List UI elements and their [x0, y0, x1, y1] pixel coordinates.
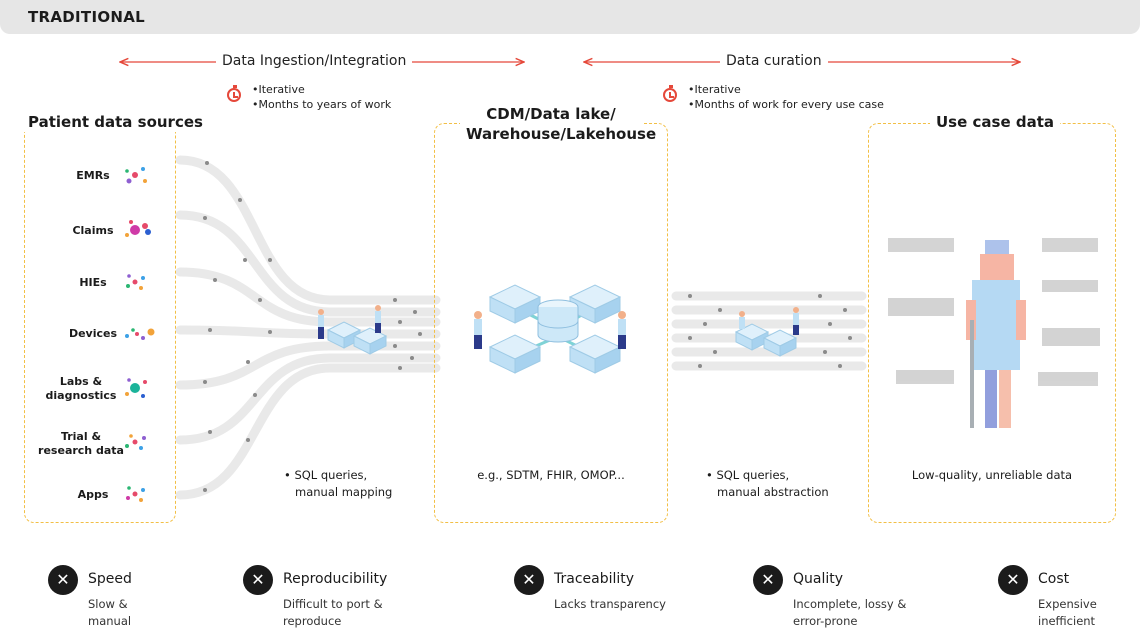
source-devices: Devices	[68, 327, 118, 340]
metric-desc: Difficult to port & reproduce	[283, 596, 383, 630]
desc-line: Incomplete, lossy &	[793, 597, 907, 611]
page-title: TRADITIONAL	[28, 8, 146, 26]
flow-dots	[203, 161, 422, 492]
caption-line: • SQL queries,	[706, 468, 790, 482]
metric-desc: Lacks transparency	[554, 596, 666, 613]
cdm-box	[434, 123, 668, 523]
caption-line: manual abstraction	[717, 485, 829, 499]
metric-title: Speed	[88, 571, 132, 587]
x-circle-icon: ✕	[243, 565, 273, 595]
x-circle-icon: ✕	[753, 565, 783, 595]
metric-desc: Expensive inefficient	[1038, 596, 1097, 630]
cdm-title: CDM/Data lake/ Warehouse/Lakehouse	[460, 104, 656, 144]
curation-workers	[734, 307, 799, 357]
source-labs: Labs & diagnostics	[45, 375, 117, 402]
desc-line: error-prone	[793, 614, 858, 628]
source-flow-lines	[175, 155, 441, 500]
x-circle-icon: ✕	[514, 565, 544, 595]
caption-line: manual mapping	[295, 485, 393, 499]
x-circle-icon: ✕	[998, 565, 1028, 595]
curation-caption: • SQL queries, manual abstraction	[706, 467, 829, 501]
source-claims: Claims	[72, 224, 114, 237]
desc-line: Expensive	[1038, 597, 1097, 611]
note-line: •Months to years of work	[252, 98, 392, 111]
x-circle-icon: ✕	[48, 565, 78, 595]
metric-desc: Slow & manual	[88, 596, 131, 630]
curation-flow-lines	[671, 291, 867, 371]
desc-line: inefficient	[1038, 614, 1096, 628]
note-line: •Iterative	[688, 83, 741, 96]
curation-notes: •Iterative •Months of work for every use…	[688, 82, 884, 112]
sources-title: Patient data sources	[22, 112, 209, 132]
timer-icon	[227, 85, 241, 102]
metric-desc: Incomplete, lossy & error-prone	[793, 596, 906, 630]
source-trials: Trial & research data	[38, 430, 124, 457]
caption-line: • SQL queries,	[284, 468, 368, 482]
desc-line: Difficult to port &	[283, 597, 383, 611]
cdm-caption: e.g., SDTM, FHIR, OMOP...	[477, 468, 625, 482]
phase-label-ingestion: Data Ingestion/Integration	[216, 53, 413, 69]
phase-label-curation: Data curation	[720, 53, 828, 69]
sources-box	[24, 123, 176, 523]
metric-title: Quality	[793, 571, 844, 587]
desc-line: Lacks transparency	[554, 597, 666, 611]
metric-title: Cost	[1038, 571, 1070, 587]
desc-line: Slow &	[88, 597, 128, 611]
note-line: •Months of work for every use case	[688, 98, 884, 111]
source-apps: Apps	[77, 488, 109, 501]
database-icon	[474, 284, 626, 374]
metric-title: Traceability	[554, 571, 635, 587]
curation-dots	[688, 294, 852, 368]
source-thumbnails	[125, 167, 155, 502]
ingestion-workers	[318, 305, 388, 355]
header-bar	[0, 0, 1140, 34]
desc-line: manual	[88, 614, 132, 628]
patient-figure	[966, 240, 1026, 428]
source-hies: HIEs	[79, 276, 107, 289]
ingestion-caption: • SQL queries, manual mapping	[284, 467, 392, 501]
usecase-caption: Low-quality, unreliable data	[911, 468, 1073, 482]
note-line: •Iterative	[252, 83, 305, 96]
blurred-labels	[888, 238, 1100, 386]
timer-icon	[663, 85, 677, 102]
usecase-box	[868, 123, 1116, 523]
source-emrs: EMRs	[76, 169, 110, 182]
metric-title: Reproducibility	[283, 571, 388, 587]
ingestion-notes: •Iterative •Months to years of work	[252, 82, 391, 112]
desc-line: reproduce	[283, 614, 342, 628]
usecase-title: Use case data	[930, 112, 1060, 132]
